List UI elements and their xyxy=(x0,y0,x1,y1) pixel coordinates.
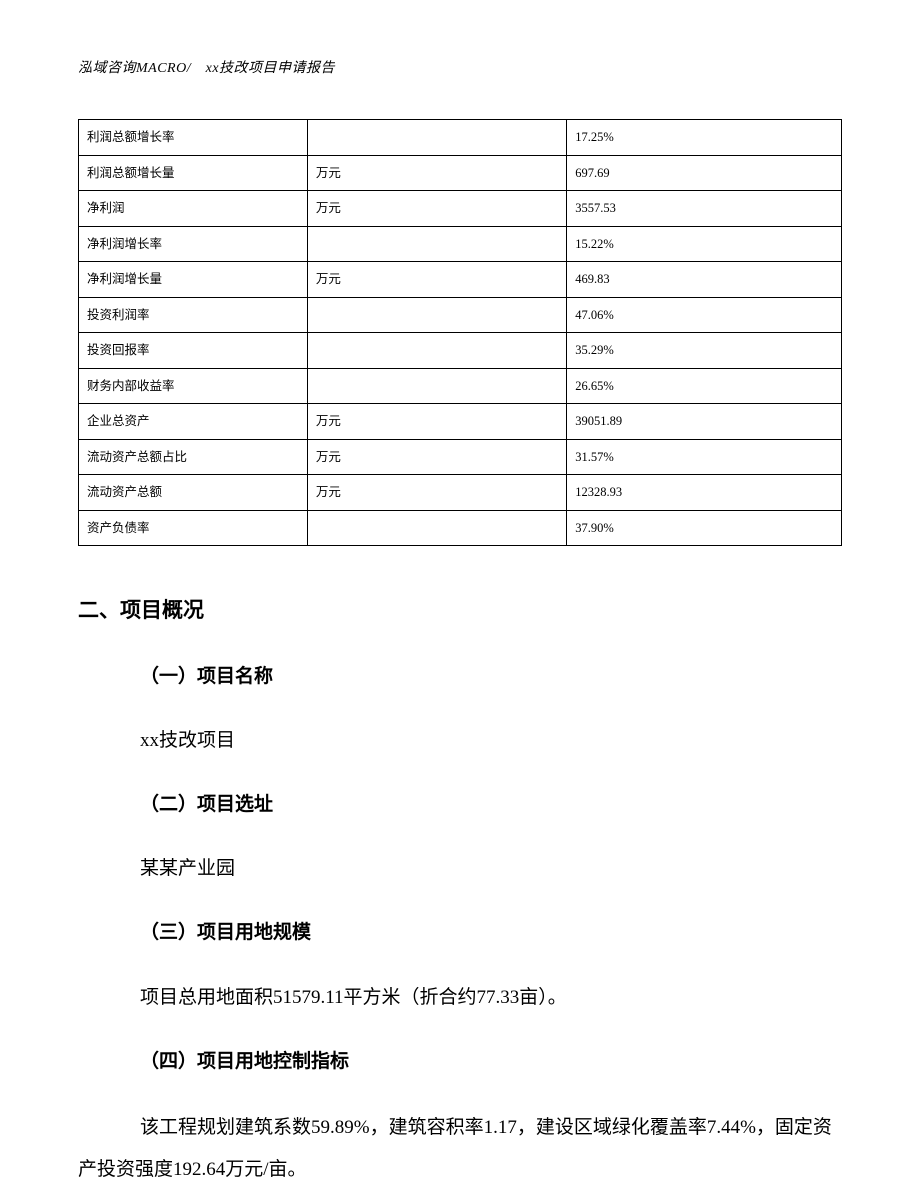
row-label: 资产负债率 xyxy=(79,510,308,546)
row-value: 39051.89 xyxy=(567,404,842,440)
row-value: 697.69 xyxy=(567,155,842,191)
row-label: 净利润增长率 xyxy=(79,226,308,262)
financial-data-table: 利润总额增长率 17.25% 利润总额增长量 万元 697.69 净利润 万元 … xyxy=(78,119,842,546)
table-row: 流动资产总额占比 万元 31.57% xyxy=(79,439,842,475)
subsection-body-4: 该工程规划建筑系数59.89%，建筑容积率1.17，建设区域绿化覆盖率7.44%… xyxy=(78,1107,842,1191)
table-row: 企业总资产 万元 39051.89 xyxy=(79,404,842,440)
table-row: 资产负债率 37.90% xyxy=(79,510,842,546)
row-unit xyxy=(307,333,566,369)
table-row: 投资利润率 47.06% xyxy=(79,297,842,333)
row-value: 469.83 xyxy=(567,262,842,298)
row-label: 企业总资产 xyxy=(79,404,308,440)
subsection-body-1: xx技改项目 xyxy=(140,722,842,760)
row-label: 投资利润率 xyxy=(79,297,308,333)
row-value: 47.06% xyxy=(567,297,842,333)
row-label: 利润总额增长量 xyxy=(79,155,308,191)
subsection-body-2: 某某产业园 xyxy=(140,850,842,888)
row-unit: 万元 xyxy=(307,262,566,298)
row-label: 净利润增长量 xyxy=(79,262,308,298)
row-label: 利润总额增长率 xyxy=(79,120,308,156)
row-value: 3557.53 xyxy=(567,191,842,227)
row-unit: 万元 xyxy=(307,155,566,191)
table-row: 流动资产总额 万元 12328.93 xyxy=(79,475,842,511)
table-row: 财务内部收益率 26.65% xyxy=(79,368,842,404)
row-label: 投资回报率 xyxy=(79,333,308,369)
table-row: 净利润 万元 3557.53 xyxy=(79,191,842,227)
row-value: 15.22% xyxy=(567,226,842,262)
subsection-body-3: 项目总用地面积51579.11平方米（折合约77.33亩）。 xyxy=(140,979,842,1017)
subsection-heading-3: （三）项目用地规模 xyxy=(140,916,842,950)
row-unit xyxy=(307,297,566,333)
row-label: 净利润 xyxy=(79,191,308,227)
row-label: 流动资产总额占比 xyxy=(79,439,308,475)
table-row: 利润总额增长量 万元 697.69 xyxy=(79,155,842,191)
row-unit xyxy=(307,226,566,262)
row-unit: 万元 xyxy=(307,404,566,440)
subsection-heading-4: （四）项目用地控制指标 xyxy=(140,1045,842,1079)
row-unit: 万元 xyxy=(307,475,566,511)
table-row: 投资回报率 35.29% xyxy=(79,333,842,369)
table-row: 净利润增长量 万元 469.83 xyxy=(79,262,842,298)
row-value: 31.57% xyxy=(567,439,842,475)
table-row: 净利润增长率 15.22% xyxy=(79,226,842,262)
section-title: 二、项目概况 xyxy=(78,592,842,630)
row-unit xyxy=(307,510,566,546)
row-label: 流动资产总额 xyxy=(79,475,308,511)
row-value: 35.29% xyxy=(567,333,842,369)
row-value: 26.65% xyxy=(567,368,842,404)
table-row: 利润总额增长率 17.25% xyxy=(79,120,842,156)
row-value: 37.90% xyxy=(567,510,842,546)
row-value: 12328.93 xyxy=(567,475,842,511)
row-label: 财务内部收益率 xyxy=(79,368,308,404)
subsection-heading-2: （二）项目选址 xyxy=(140,788,842,822)
row-unit xyxy=(307,120,566,156)
row-unit xyxy=(307,368,566,404)
row-unit: 万元 xyxy=(307,191,566,227)
subsection-heading-1: （一）项目名称 xyxy=(140,660,842,694)
page-header: 泓域咨询MACRO/ xx技改项目申请报告 xyxy=(78,56,842,81)
row-unit: 万元 xyxy=(307,439,566,475)
row-value: 17.25% xyxy=(567,120,842,156)
content-block: （一）项目名称 xx技改项目 （二）项目选址 某某产业园 （三）项目用地规模 项… xyxy=(78,660,842,1190)
